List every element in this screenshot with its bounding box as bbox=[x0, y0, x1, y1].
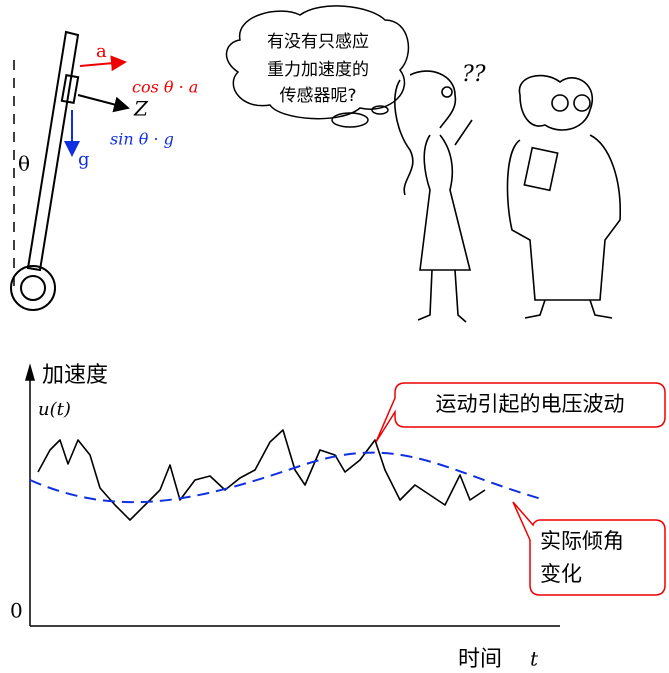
x-symbol: t bbox=[530, 647, 539, 671]
woman-eye bbox=[441, 86, 453, 98]
thought-line: 传感器呢? bbox=[279, 86, 356, 106]
thought-line: 重力加速度的 bbox=[267, 60, 369, 80]
confusion-marks: ?? bbox=[462, 62, 486, 87]
woman-arm bbox=[454, 119, 473, 146]
callout-box bbox=[375, 382, 666, 443]
y-symbol: u(t) bbox=[38, 399, 71, 420]
pendulum bbox=[10, 30, 130, 311]
rod bbox=[26, 30, 80, 272]
x-label: 时间 bbox=[458, 647, 502, 672]
people bbox=[394, 70, 621, 323]
y-axis-arrow bbox=[25, 363, 35, 381]
accel-label: a bbox=[96, 41, 107, 62]
voltage-wave bbox=[37, 429, 486, 521]
wheel-outer bbox=[10, 265, 56, 311]
axis-label: Z bbox=[133, 97, 149, 121]
cloud bbox=[225, 5, 410, 120]
cloud-dot bbox=[371, 105, 389, 115]
wheel-inner bbox=[20, 275, 46, 301]
z-arrow bbox=[77, 94, 130, 113]
graph-axes bbox=[25, 363, 560, 627]
callout-box bbox=[512, 501, 666, 596]
accel-arrow bbox=[79, 55, 127, 72]
origin-label: 0 bbox=[10, 599, 23, 623]
y-label: 加速度 bbox=[42, 363, 108, 388]
angle-label: θ bbox=[18, 152, 30, 176]
man-body bbox=[506, 134, 621, 301]
sensor-box bbox=[60, 73, 80, 105]
man-glasses bbox=[551, 94, 569, 112]
callout-text: 实际倾角 bbox=[540, 529, 624, 553]
woman-hair bbox=[394, 79, 414, 196]
woman-dress bbox=[419, 134, 472, 271]
callout-text: 运动引起的电压波动 bbox=[436, 392, 625, 416]
woman-legs bbox=[417, 269, 467, 323]
man-head bbox=[518, 74, 593, 131]
gravity-component: sin θ · g bbox=[110, 130, 174, 149]
man-legs bbox=[524, 299, 613, 319]
woman-head bbox=[409, 70, 457, 129]
accel-component: cos θ · a bbox=[132, 78, 198, 97]
man-glasses bbox=[573, 94, 591, 112]
callout-text: 变化 bbox=[540, 562, 582, 586]
thought-bubble bbox=[225, 5, 410, 128]
tilt-curve bbox=[29, 451, 546, 504]
thought-line: 有没有只感应 bbox=[267, 32, 369, 52]
man-notepad bbox=[523, 146, 559, 192]
cloud-dot bbox=[331, 112, 369, 128]
gravity-label: g bbox=[78, 149, 90, 170]
